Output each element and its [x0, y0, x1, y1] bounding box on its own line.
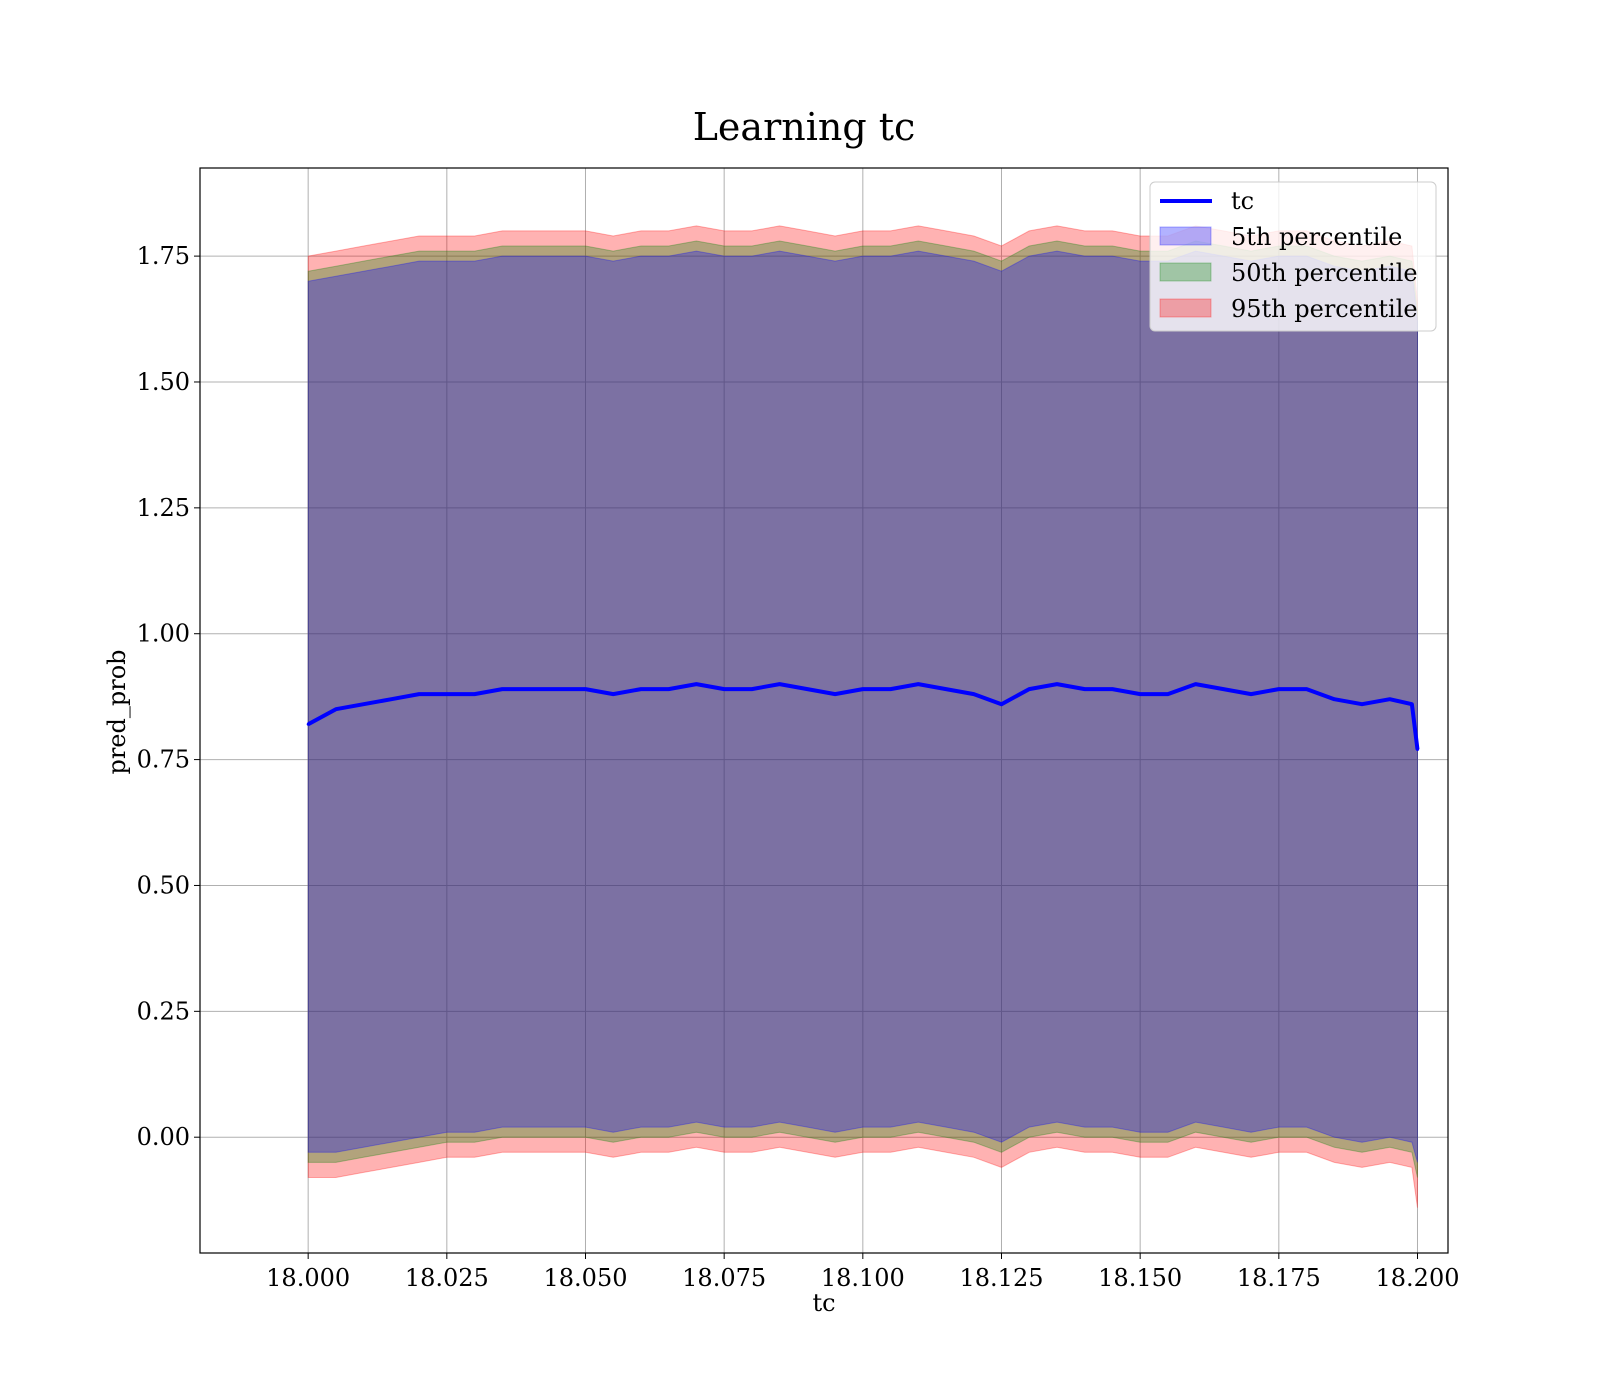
tc-point	[778, 682, 782, 686]
y-tick-label: 1.50	[137, 368, 190, 396]
tc-point	[1360, 702, 1364, 706]
tc-point	[916, 682, 920, 686]
y-tick-label: 1.00	[137, 620, 190, 648]
tc-point	[500, 687, 504, 691]
tc-point	[833, 692, 837, 696]
y-tick-label: 0.25	[137, 997, 190, 1025]
x-tick-label: 18.000	[266, 1264, 350, 1292]
y-tick-label: 0.00	[137, 1123, 190, 1151]
tc-point	[694, 682, 698, 686]
y-tick-label: 0.75	[137, 746, 190, 774]
tc-point	[306, 722, 310, 726]
tc-point	[445, 692, 449, 696]
tc-point	[528, 687, 532, 691]
tc-point	[362, 702, 366, 706]
tc-point	[889, 687, 893, 691]
band-95th-percentile	[307, 225, 1418, 1208]
plot-frame	[199, 167, 1449, 1254]
tc-point	[1055, 682, 1059, 686]
legend-box	[1149, 181, 1437, 332]
legend-swatch-95th-percentile	[1159, 298, 1212, 318]
legend: tc 5th percentile 50th percentile 95th p…	[1149, 181, 1437, 332]
y-axis-label: pred_prob	[103, 649, 131, 774]
percentile-bands	[307, 225, 1418, 1208]
band-50th-percentile	[307, 240, 1418, 1178]
legend-swatch-5th-percentile	[1159, 226, 1212, 246]
tc-point	[667, 687, 671, 691]
tc-point	[1332, 697, 1336, 701]
tc-point	[861, 687, 865, 691]
tc-point	[944, 687, 948, 691]
x-tick-label: 18.050	[544, 1264, 628, 1292]
axis-ticks: 18.000 18.025 18.050 18.075 18.100 18.125 18.1…	[137, 242, 1460, 1292]
tc-point	[1027, 687, 1031, 691]
tc-point	[1410, 702, 1414, 706]
tc-point	[1249, 692, 1253, 696]
x-tick-label: 18.200	[1376, 1264, 1460, 1292]
tc-point	[1416, 748, 1419, 751]
band-5th-percentile	[307, 250, 1418, 1163]
tc-line-layer	[306, 682, 1420, 751]
x-tick-label: 18.175	[1237, 1264, 1321, 1292]
tc-point	[556, 687, 560, 691]
tc-point	[473, 692, 477, 696]
tc-point	[389, 697, 393, 701]
tc-point	[1305, 687, 1309, 691]
plot-area	[200, 168, 1448, 1253]
tc-point	[1000, 702, 1003, 706]
tc-point	[805, 687, 809, 691]
y-tick-label: 1.75	[137, 242, 190, 270]
x-axis-label: tc	[812, 1289, 835, 1317]
legend-label-tc: tc	[1231, 187, 1254, 215]
y-tick-label: 0.50	[137, 871, 190, 899]
tc-point	[1194, 682, 1198, 686]
tc-point	[750, 687, 754, 691]
x-tick-label: 18.075	[682, 1264, 766, 1292]
series-line-tc	[307, 682, 1420, 750]
tc-point	[611, 692, 615, 696]
tc-point	[722, 687, 726, 691]
tc-point	[639, 687, 643, 691]
legend-label-95th-percentile: 95th percentile	[1231, 295, 1418, 323]
tc-point	[1221, 687, 1225, 691]
legend-label-50th-percentile: 50th percentile	[1231, 259, 1418, 287]
tc-point	[1277, 687, 1281, 691]
y-tick-label: 1.25	[137, 494, 190, 522]
x-tick-label: 18.025	[405, 1264, 489, 1292]
tc-point	[972, 692, 976, 696]
x-tick-label: 18.125	[960, 1264, 1044, 1292]
chart-title: Learning tc	[693, 105, 916, 149]
tc-point	[1110, 687, 1114, 691]
x-tick-label: 18.150	[1098, 1264, 1182, 1292]
tc-point	[1388, 697, 1392, 701]
tc-point	[1083, 687, 1087, 691]
legend-swatch-50th-percentile	[1159, 262, 1212, 282]
x-tick-label: 18.100	[821, 1264, 905, 1292]
tc-point	[417, 692, 421, 696]
tc-point	[584, 687, 587, 691]
tc-point	[334, 707, 338, 711]
legend-label-5th-percentile: 5th percentile	[1231, 223, 1402, 251]
tc-point	[1138, 692, 1142, 696]
tc-point	[1166, 692, 1170, 696]
